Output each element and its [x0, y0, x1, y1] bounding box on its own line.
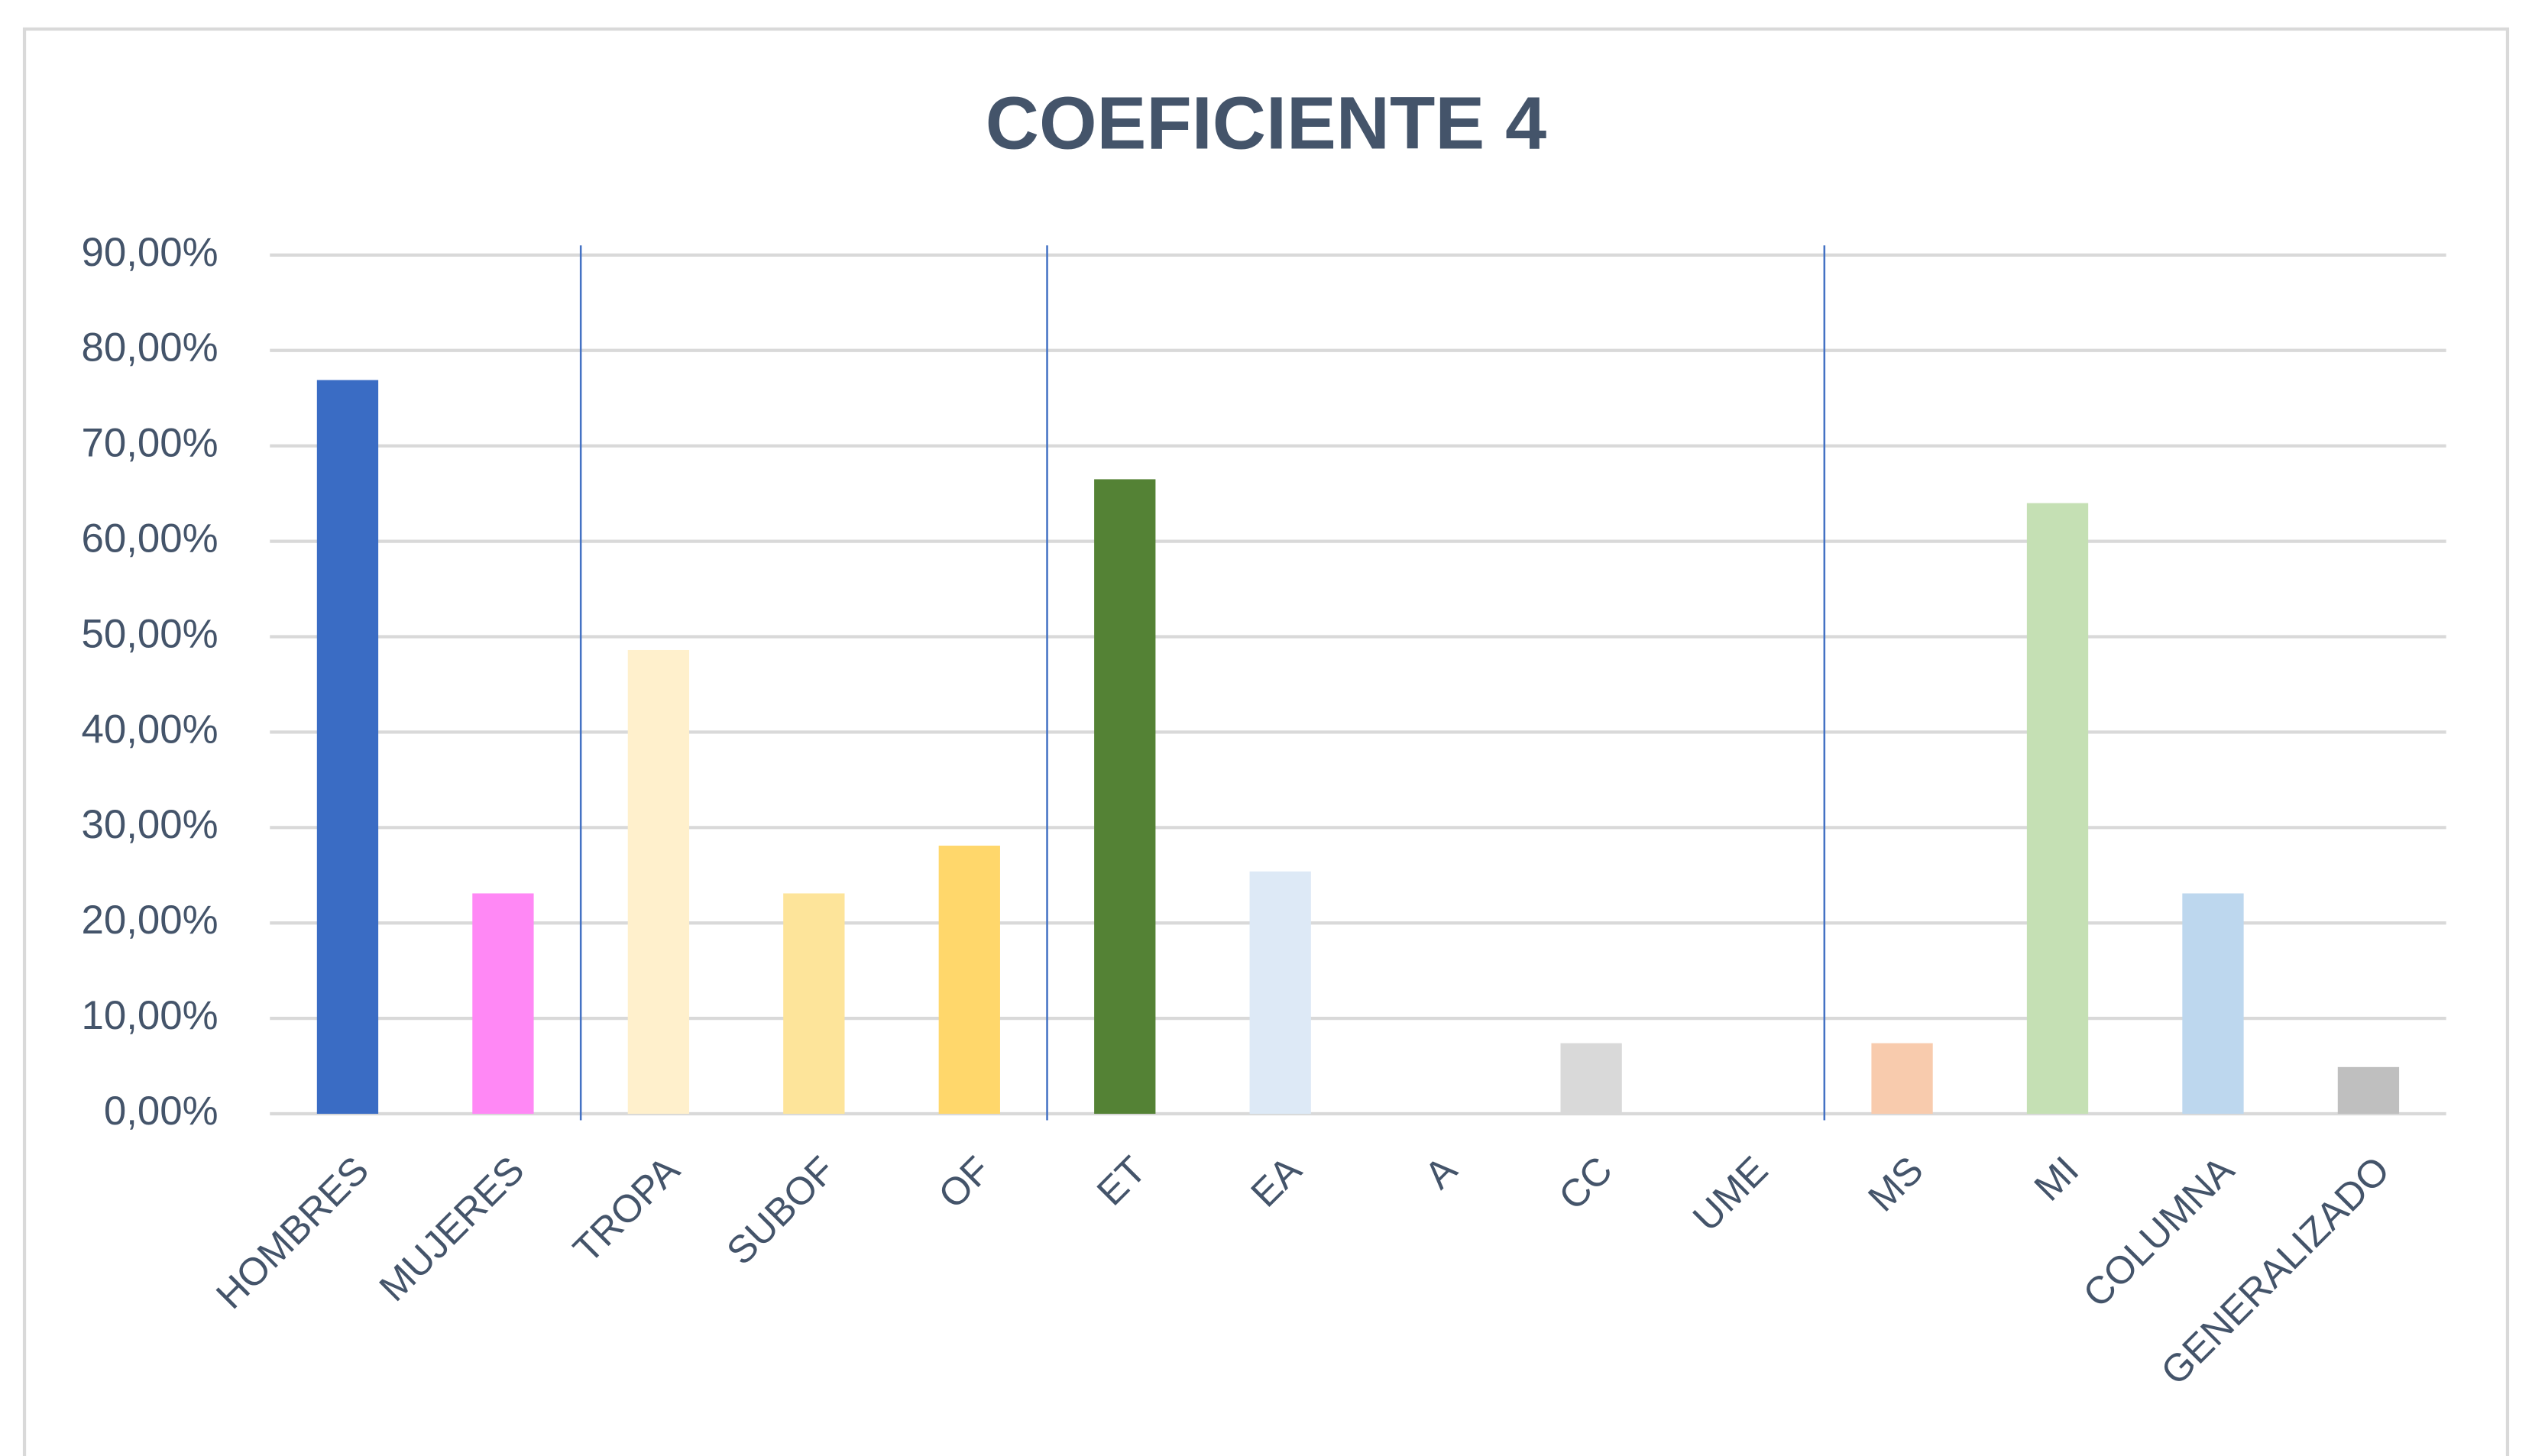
chart-title: COEFICIENTE 4	[986, 82, 1546, 165]
y-tick-label: 80,00%	[81, 325, 218, 370]
bar	[2337, 1066, 2400, 1115]
y-tick-label: 40,00%	[81, 707, 218, 752]
y-tick-label: 30,00%	[81, 802, 218, 847]
y-tick-label: 20,00%	[81, 898, 218, 943]
y-tick-label: 90,00%	[81, 230, 218, 275]
y-tick-label: 70,00%	[81, 421, 218, 466]
bar	[2182, 893, 2244, 1115]
bar	[1560, 1043, 1622, 1115]
bar	[316, 380, 379, 1115]
y-tick-label: 50,00%	[81, 611, 218, 656]
bar	[1094, 479, 1156, 1115]
y-tick-label: 0,00%	[104, 1089, 219, 1134]
bar	[472, 893, 534, 1115]
bar	[2026, 503, 2089, 1115]
y-tick-label: 60,00%	[81, 516, 218, 561]
y-tick-label: 10,00%	[81, 993, 218, 1038]
bar	[1871, 1043, 1933, 1115]
bar	[627, 649, 690, 1115]
bar	[1249, 871, 1311, 1115]
bar	[783, 893, 845, 1115]
chart-frame	[22, 27, 2510, 1456]
bar	[938, 846, 1000, 1115]
